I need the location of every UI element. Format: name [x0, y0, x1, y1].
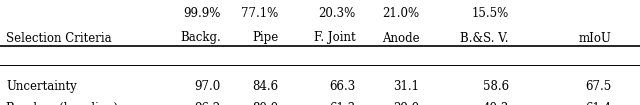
Text: 80.0: 80.0	[252, 102, 278, 105]
Text: 99.9%: 99.9%	[184, 7, 221, 20]
Text: 97.0: 97.0	[195, 80, 221, 93]
Text: 66.3: 66.3	[329, 80, 355, 93]
Text: 96.2: 96.2	[195, 102, 221, 105]
Text: B.&S. V.: B.&S. V.	[460, 32, 509, 45]
Text: 77.1%: 77.1%	[241, 7, 278, 20]
Text: Selection Criteria: Selection Criteria	[6, 32, 112, 45]
Text: Random (baseline): Random (baseline)	[6, 102, 118, 105]
Text: Uncertainty: Uncertainty	[6, 80, 77, 93]
Text: 58.6: 58.6	[483, 80, 509, 93]
Text: mIoU: mIoU	[579, 32, 611, 45]
Text: 15.5%: 15.5%	[472, 7, 509, 20]
Text: F. Joint: F. Joint	[314, 32, 355, 45]
Text: Backg.: Backg.	[180, 32, 221, 45]
Text: 40.3: 40.3	[483, 102, 509, 105]
Text: 29.0: 29.0	[393, 102, 419, 105]
Text: 61.3: 61.3	[329, 102, 355, 105]
Text: Anode: Anode	[381, 32, 419, 45]
Text: 21.0%: 21.0%	[382, 7, 419, 20]
Text: 31.1: 31.1	[393, 80, 419, 93]
Text: 61.4: 61.4	[585, 102, 611, 105]
Text: 84.6: 84.6	[252, 80, 278, 93]
Text: 20.3%: 20.3%	[318, 7, 355, 20]
Text: Pipe: Pipe	[252, 32, 278, 45]
Text: 67.5: 67.5	[585, 80, 611, 93]
